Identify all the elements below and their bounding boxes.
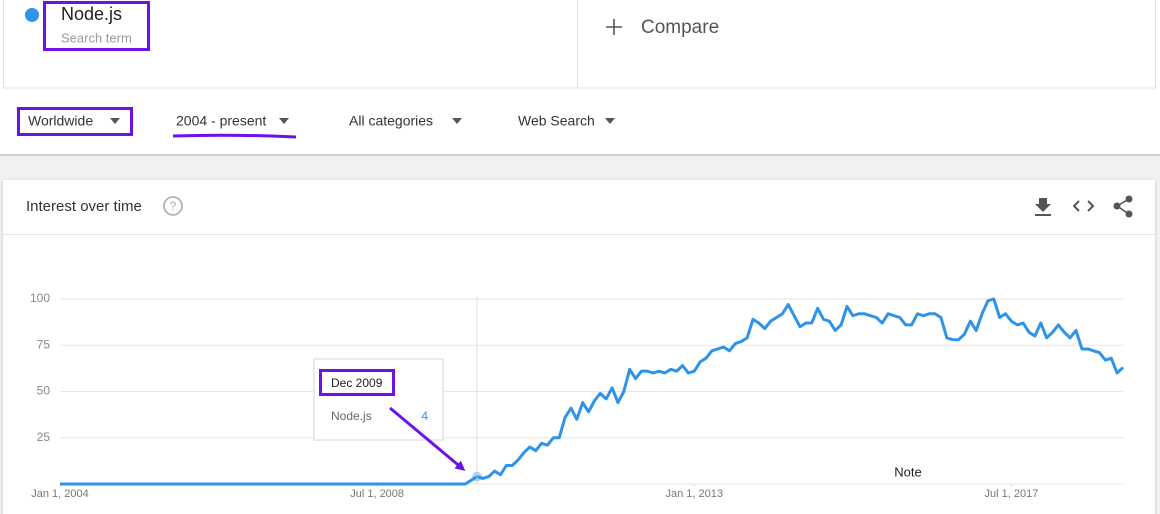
svg-text:?: ? (170, 199, 177, 213)
card (3, 180, 1155, 514)
tooltip (313, 358, 444, 441)
compare[interactable]: Compare (641, 17, 719, 38)
x-tick-label: Jan 1, 2013 (666, 488, 724, 500)
card-title: Interest over time (26, 198, 142, 215)
y-tick-label: 25 (37, 430, 51, 444)
filter-location[interactable]: Worldwide (28, 113, 93, 129)
highlight-box (319, 369, 395, 396)
series-line (60, 297, 1125, 486)
dropdown-arrow[interactable] (279, 118, 289, 124)
filter-search-type[interactable]: Web Search (518, 113, 595, 129)
highlight-underline (172, 133, 297, 139)
x-tick-label: Jul 1, 2017 (985, 488, 1039, 500)
y-tick-label: 100 (30, 291, 50, 305)
term-caption: Search term (61, 30, 132, 45)
plus-icon[interactable] (606, 19, 622, 35)
tooltip-title: Dec 2009 (331, 376, 383, 390)
dropdown-arrow[interactable] (110, 118, 120, 124)
x-tick-label: Jul 1, 2008 (350, 488, 404, 500)
dropdown-arrow[interactable] (605, 118, 615, 124)
filter-category[interactable]: All categories (349, 113, 433, 129)
share-icon[interactable] (1113, 195, 1133, 218)
x-tick-label: Jan 1, 2004 (31, 488, 89, 500)
embed-icon[interactable] (1072, 200, 1095, 212)
term[interactable]: Node.js (61, 4, 122, 24)
tooltip-series: Node.js (331, 409, 372, 423)
annotation-arrow (389, 406, 466, 471)
dropdown-arrow[interactable] (452, 118, 462, 124)
help-icon[interactable]: ? (163, 196, 183, 216)
highlight-box (43, 1, 150, 51)
plot: 25 50 75 100 Jan 1, 2004 Jul 1, 2008 Jan 1, 20… (30, 291, 1125, 500)
download-icon[interactable] (1035, 198, 1051, 216)
term-dot (25, 8, 39, 22)
y-tick-label: 50 (37, 384, 51, 398)
filter-time[interactable]: 2004 - present (176, 113, 266, 129)
hover-point (471, 471, 482, 482)
tooltip-value: 4 (421, 409, 428, 423)
compare-box[interactable] (577, 0, 1156, 89)
y-tick-label: 75 (37, 337, 51, 351)
term-box[interactable] (3, 0, 578, 89)
highlight-box (17, 107, 133, 136)
note: Note (894, 464, 921, 479)
